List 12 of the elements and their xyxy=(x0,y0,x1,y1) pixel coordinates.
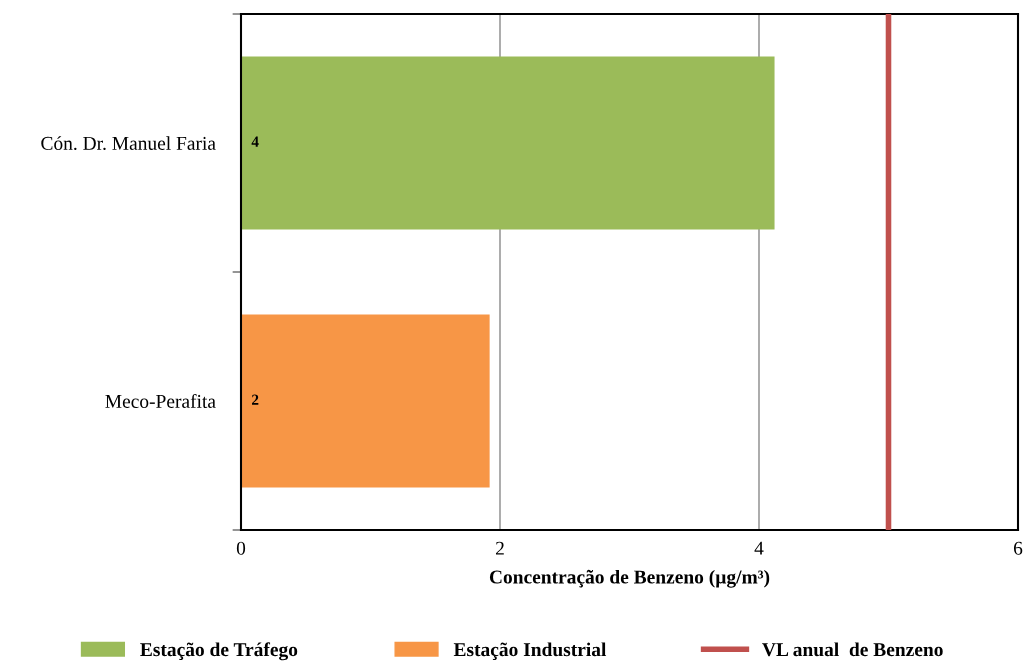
x-tick-label: 2 xyxy=(495,541,504,555)
x-tick-label: 6 xyxy=(1013,541,1023,555)
data-label: 4 xyxy=(251,136,259,147)
legend-label: Estação Industrial xyxy=(453,642,607,660)
x-axis-title: Concentração de Benzeno (µg/m³) xyxy=(489,569,770,588)
x-tick-label: 4 xyxy=(754,541,764,555)
x-tick-label: 0 xyxy=(236,541,246,555)
y-tick-label: Meco-Perafita xyxy=(105,394,216,408)
legend-label: Estação de Tráfego xyxy=(140,642,298,661)
data-label: 2 xyxy=(252,394,259,405)
legend-label: VL anual de Benzeno xyxy=(762,642,943,657)
y-tick-label: Cón. Dr. Manuel Faria xyxy=(41,136,216,151)
